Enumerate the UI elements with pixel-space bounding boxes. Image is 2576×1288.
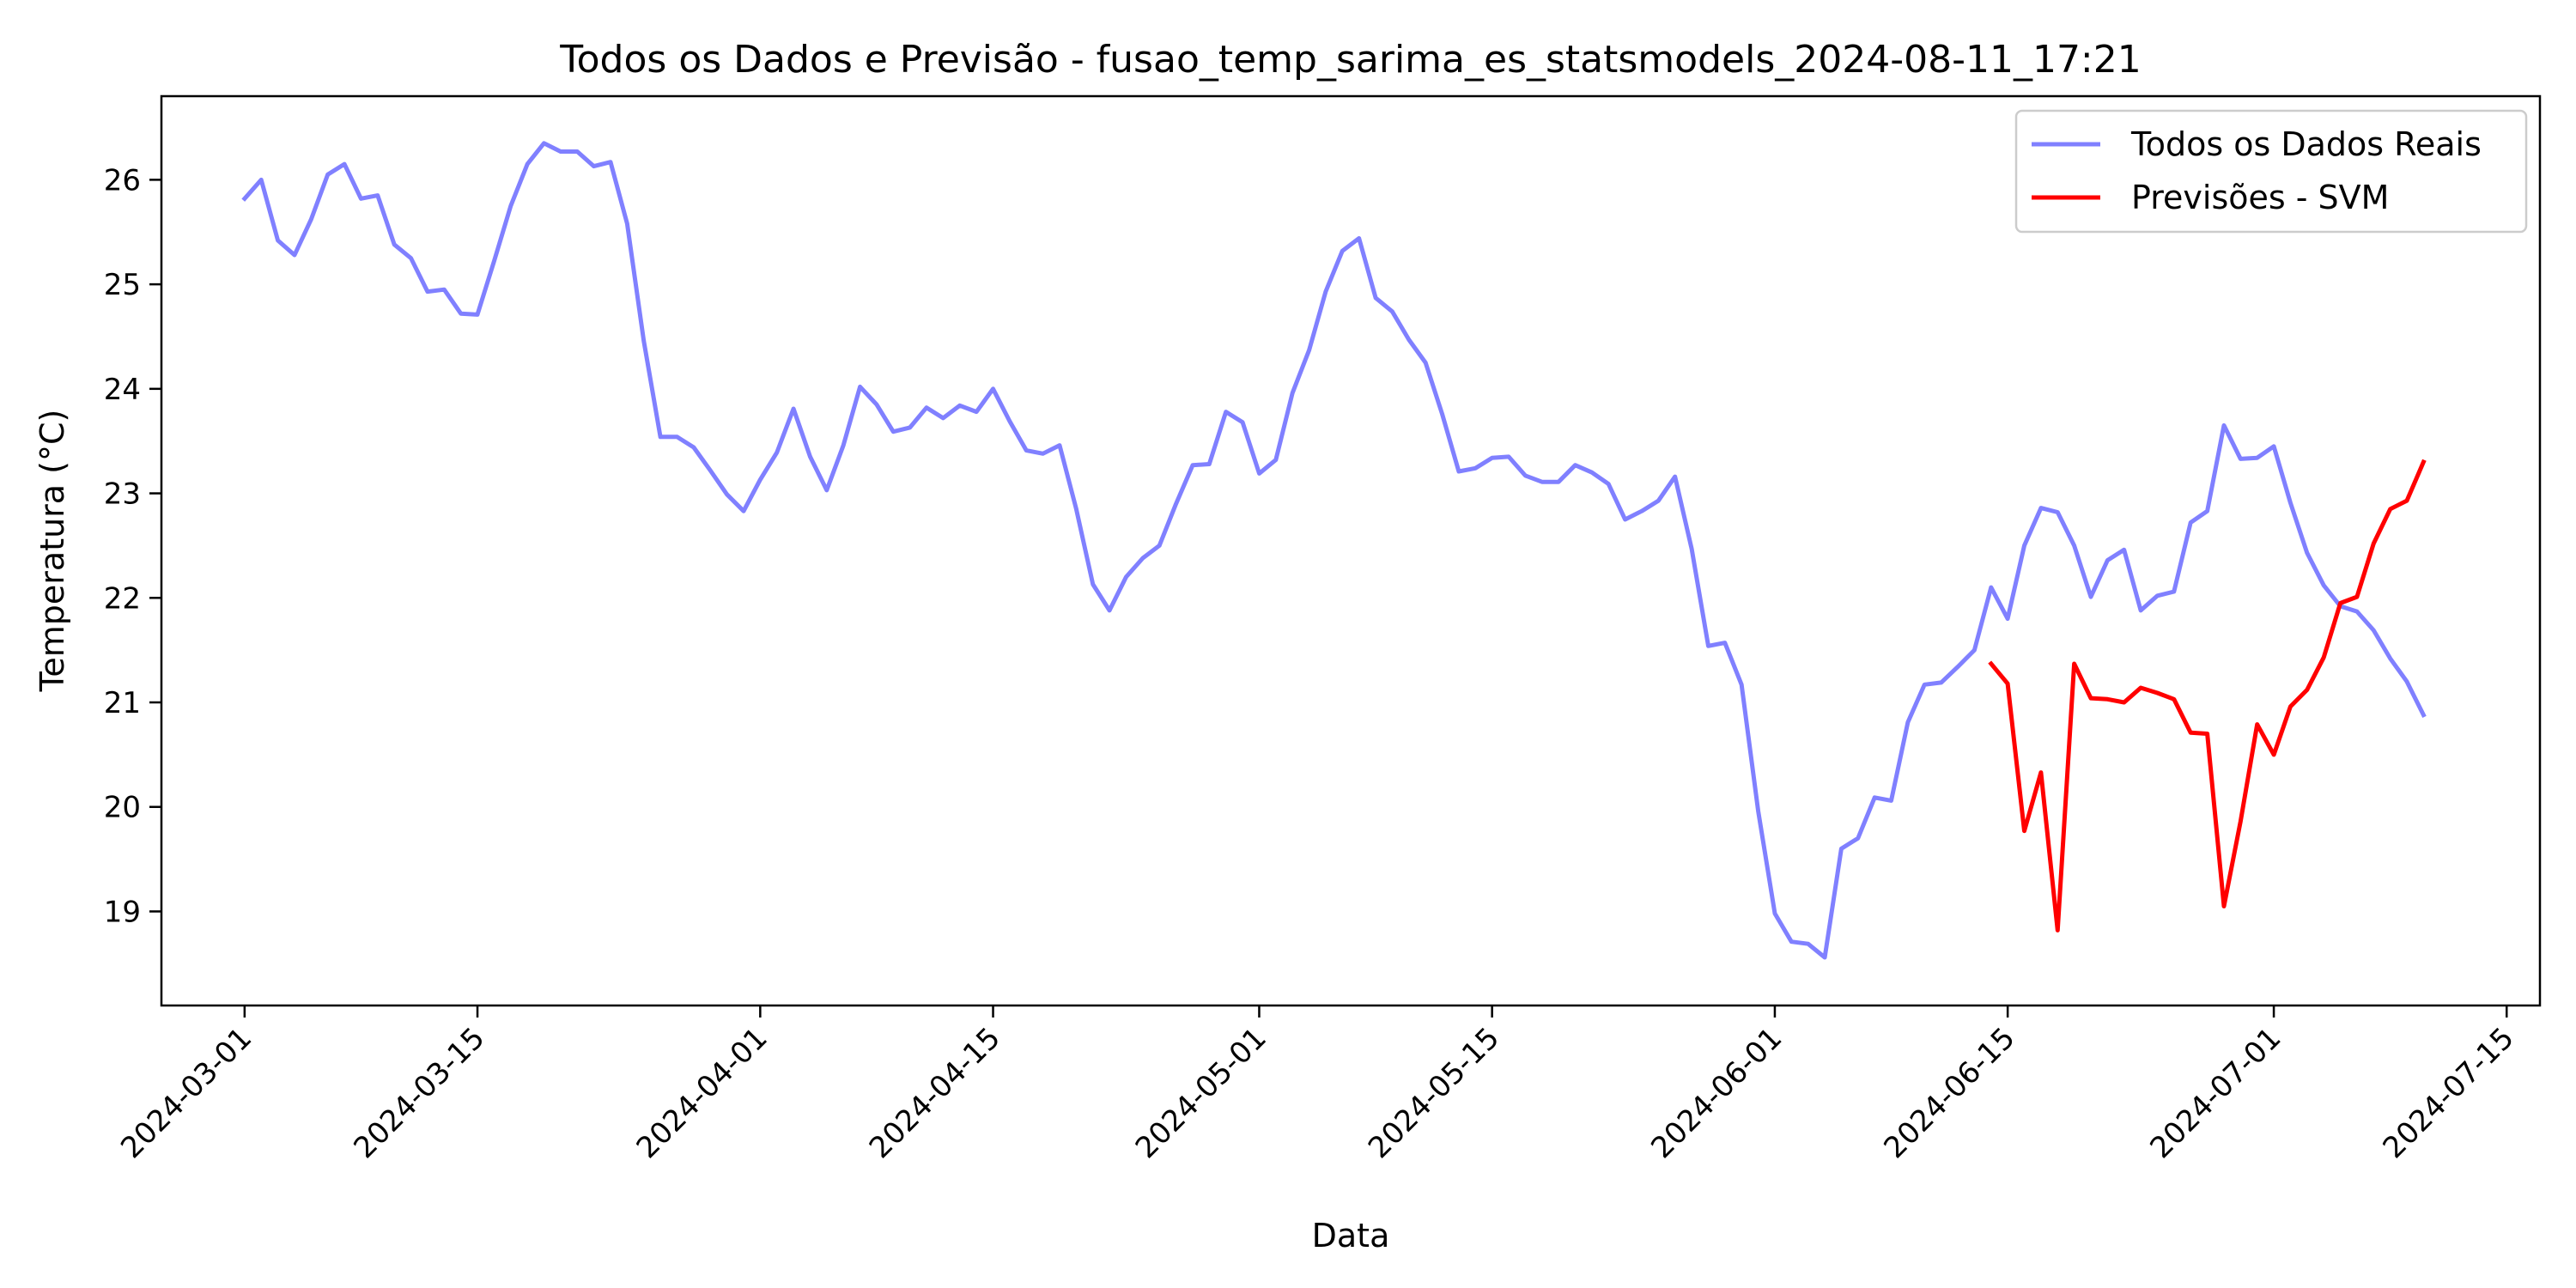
legend-label-forecast: Previsões - SVM: [2131, 179, 2389, 216]
y-axis-label: Temperatura (°C): [33, 410, 71, 693]
plot-area: [160, 94, 2542, 1007]
series-layer: [241, 141, 2427, 960]
y-axis-ticks: 19 20 21 22 23 24 25 26: [104, 163, 161, 929]
y-tick-label: 26: [104, 163, 141, 197]
x-axis-label: Data: [1312, 1217, 1390, 1255]
y-tick-label: 21: [104, 686, 141, 720]
series-line-1: [1988, 459, 2427, 933]
plot-background: [161, 96, 2540, 1005]
legend-frame: [2014, 109, 2528, 234]
y-tick-label: 19: [104, 895, 141, 929]
y-tick-label: 24: [104, 373, 141, 407]
plot-frame: [160, 94, 2542, 1007]
legend-label-real: Todos os Dados Reais: [2130, 125, 2482, 163]
y-tick-label: 22: [104, 581, 141, 616]
series-line-0: [241, 141, 2427, 960]
y-tick-label: 20: [104, 791, 141, 825]
y-tick-label: 23: [104, 477, 141, 512]
y-tick-label: 25: [104, 268, 141, 302]
chart-title: Todos os Dados e Previsão - fusao_temp_s…: [559, 38, 2142, 82]
legend: Todos os Dados Reais Previsões - SVM: [2014, 109, 2528, 234]
